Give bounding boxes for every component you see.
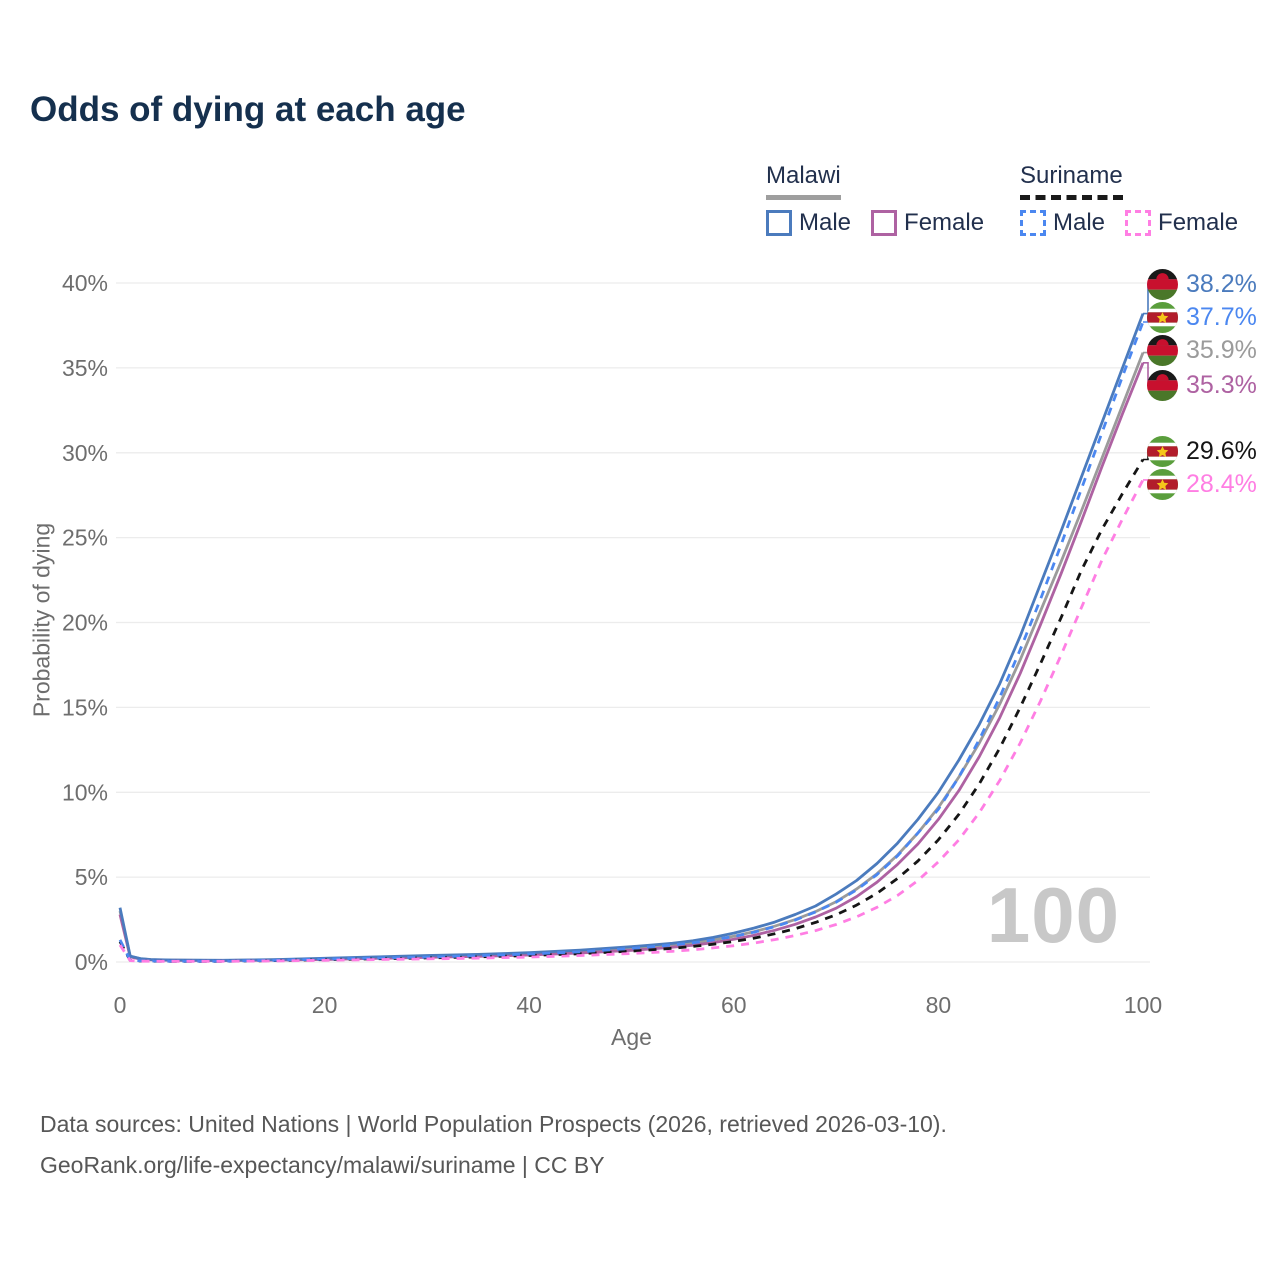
series-line-suriname-female bbox=[118, 479, 1145, 963]
legend-country-label-suriname: Suriname bbox=[1020, 162, 1123, 200]
age-watermark: 100 bbox=[986, 871, 1120, 959]
legend-swatch-malawi-female[interactable] bbox=[871, 210, 898, 236]
end-label-value-malawi-male: 38.2% bbox=[1186, 269, 1257, 298]
source-line-1: Data sources: United Nations | World Pop… bbox=[40, 1111, 947, 1137]
legend-country-label-malawi: Malawi bbox=[766, 162, 841, 200]
end-label-row-suriname-both: 29.6% bbox=[1147, 435, 1257, 467]
end-label-row-malawi-female: 35.3% bbox=[1147, 369, 1257, 401]
legend-item-malawi-male[interactable]: Male bbox=[799, 209, 852, 236]
end-label-row-malawi-male: 38.2% bbox=[1147, 268, 1257, 300]
suriname-flag-icon bbox=[1147, 435, 1178, 467]
y-tick-label: 5% bbox=[75, 864, 108, 890]
y-tick-label: 20% bbox=[62, 610, 108, 636]
series-line-malawi-male bbox=[118, 313, 1145, 962]
chart-title: Odds of dying at each age bbox=[30, 90, 466, 129]
x-tick-label: 20 bbox=[312, 992, 338, 1018]
legend-swatch-suriname-female[interactable] bbox=[1125, 210, 1152, 236]
end-label-row-suriname-female: 28.4% bbox=[1147, 468, 1257, 500]
x-tick-label: 40 bbox=[516, 992, 542, 1018]
y-tick-label: 35% bbox=[62, 355, 108, 381]
malawi-flag-icon bbox=[1147, 334, 1178, 366]
end-label-value-suriname-female: 28.4% bbox=[1186, 469, 1257, 498]
source-line-2: GeoRank.org/life-expectancy/malawi/surin… bbox=[40, 1152, 605, 1178]
x-tick-label: 80 bbox=[926, 992, 952, 1018]
series-line-suriname-male bbox=[118, 321, 1145, 963]
end-label-value-malawi-female: 35.3% bbox=[1186, 370, 1257, 399]
legend-swatch-malawi-male[interactable] bbox=[766, 210, 792, 236]
malawi-flag-icon bbox=[1147, 268, 1178, 300]
x-tick-label: 60 bbox=[721, 992, 747, 1018]
legend-group-suriname: Suriname Male Female bbox=[1020, 162, 1258, 237]
end-label-row-malawi-both: 35.9% bbox=[1147, 334, 1257, 366]
legend-group-malawi: Malawi Male Female bbox=[766, 162, 1004, 237]
x-tick-label: 0 bbox=[114, 992, 127, 1018]
x-axis-title: Age bbox=[611, 1024, 652, 1050]
malawi-flag-icon bbox=[1147, 369, 1178, 401]
y-tick-label: 15% bbox=[62, 694, 108, 720]
x-tick-label: 100 bbox=[1124, 992, 1162, 1018]
end-label-value-suriname-male: 37.7% bbox=[1186, 302, 1257, 331]
y-tick-label: 25% bbox=[62, 525, 108, 551]
y-tick-label: 0% bbox=[75, 949, 108, 975]
suriname-flag-icon bbox=[1147, 301, 1178, 333]
legend-item-suriname-female[interactable]: Female bbox=[1158, 209, 1239, 236]
end-label-value-suriname-both: 29.6% bbox=[1186, 436, 1257, 465]
y-tick-label: 40% bbox=[62, 270, 108, 296]
suriname-flag-icon bbox=[1147, 468, 1178, 500]
legend-swatch-suriname-male[interactable] bbox=[1020, 210, 1046, 236]
y-tick-label: 30% bbox=[62, 440, 108, 466]
y-axis-title: Probability of dying bbox=[28, 522, 55, 718]
end-label-row-suriname-male: 37.7% bbox=[1147, 301, 1257, 333]
legend-item-suriname-male[interactable]: Male bbox=[1053, 209, 1106, 236]
source-note: Data sources: United Nations | World Pop… bbox=[40, 1104, 947, 1186]
y-tick-label: 10% bbox=[62, 779, 108, 805]
end-label-value-malawi-both: 35.9% bbox=[1186, 335, 1257, 364]
legend-item-malawi-female[interactable]: Female bbox=[904, 209, 985, 236]
